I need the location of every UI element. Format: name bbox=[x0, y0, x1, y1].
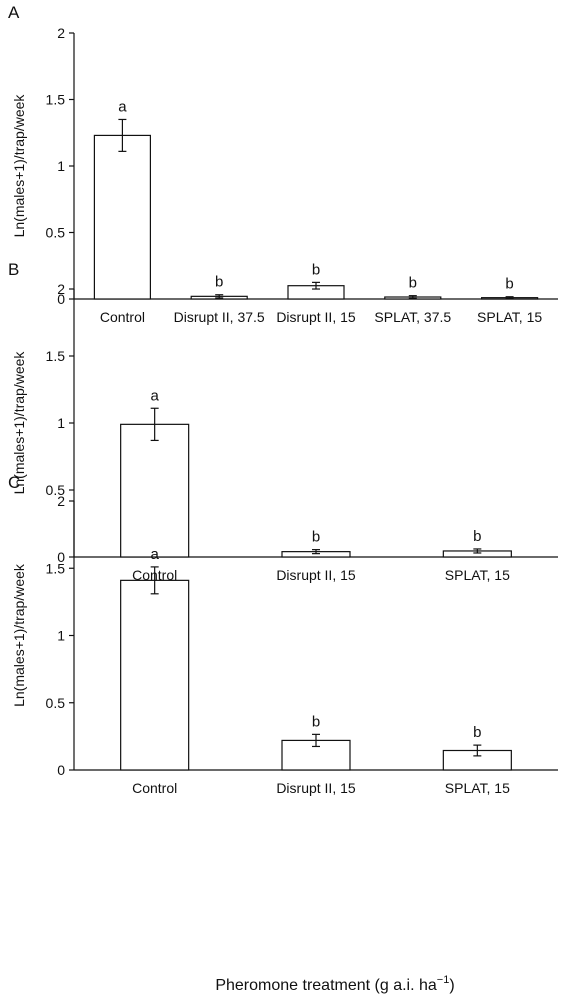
x-tick-label: Disrupt II, 15 bbox=[276, 309, 356, 325]
chart-panel-b: B 0 0.5 1 1.5 2 Ln(males+1)/trap/week a Control b… bbox=[8, 260, 558, 583]
significance-label: b bbox=[409, 275, 417, 292]
y-axis-label: Ln(males+1)/trap/week bbox=[11, 563, 27, 707]
y-tick-label: 1.5 bbox=[46, 92, 66, 108]
y-axis-label: Ln(males+1)/trap/week bbox=[11, 94, 27, 238]
significance-label: b bbox=[505, 276, 513, 293]
significance-label: a bbox=[150, 546, 159, 563]
bar bbox=[120, 579, 190, 771]
x-tick-label: SPLAT, 15 bbox=[445, 567, 510, 583]
significance-label: b bbox=[215, 274, 223, 291]
x-tick-label: Disrupt II, 15 bbox=[276, 780, 356, 796]
significance-label: b bbox=[473, 528, 481, 545]
significance-label: b bbox=[312, 713, 320, 730]
y-tick-label: 1.5 bbox=[46, 348, 66, 364]
significance-label: a bbox=[118, 98, 127, 115]
panel-letter: C bbox=[8, 473, 20, 492]
y-tick-label: 0 bbox=[57, 549, 65, 565]
x-tick-label: SPLAT, 15 bbox=[477, 309, 542, 325]
y-tick-label: 0.5 bbox=[46, 225, 66, 241]
y-tick-label: 0 bbox=[57, 291, 65, 307]
x-tick-label: Control bbox=[100, 309, 145, 325]
y-tick-label: 2 bbox=[57, 493, 65, 509]
significance-label: b bbox=[312, 261, 320, 278]
significance-label: b bbox=[312, 529, 320, 546]
chart-panel-a: A 0 0.5 1 1.5 2 Ln(males+1)/trap/week a Control b… bbox=[8, 3, 558, 325]
x-tick-label: Control bbox=[132, 780, 177, 796]
x-tick-label: SPLAT, 37.5 bbox=[374, 309, 451, 325]
chart-panel-c: C 0 0.5 1 1.5 2 Ln(males+1)/trap/week a Control b… bbox=[8, 473, 558, 796]
bar bbox=[93, 134, 152, 300]
y-tick-label: 0.5 bbox=[46, 482, 66, 498]
y-tick-label: 0.5 bbox=[46, 695, 66, 711]
y-tick-label: 2 bbox=[57, 281, 65, 297]
panel-letter: A bbox=[8, 3, 20, 22]
y-tick-label: 1.5 bbox=[46, 560, 66, 576]
y-axis-label: Ln(males+1)/trap/week bbox=[11, 351, 27, 495]
y-tick-label: 2 bbox=[57, 25, 65, 41]
y-tick-label: 1 bbox=[57, 158, 65, 174]
y-tick-label: 0 bbox=[57, 762, 65, 778]
x-tick-label: SPLAT, 15 bbox=[445, 780, 510, 796]
significance-label: b bbox=[473, 724, 481, 741]
panel-letter: B bbox=[8, 260, 19, 279]
significance-label: a bbox=[150, 387, 159, 404]
x-tick-label: Disrupt II, 15 bbox=[276, 567, 356, 583]
y-tick-label: 1 bbox=[57, 415, 65, 431]
y-tick-label: 1 bbox=[57, 628, 65, 644]
bar bbox=[120, 423, 190, 558]
x-axis-label: Pheromone treatment (g a.i. ha−1) bbox=[215, 974, 454, 994]
x-tick-label: Disrupt II, 37.5 bbox=[174, 309, 265, 325]
